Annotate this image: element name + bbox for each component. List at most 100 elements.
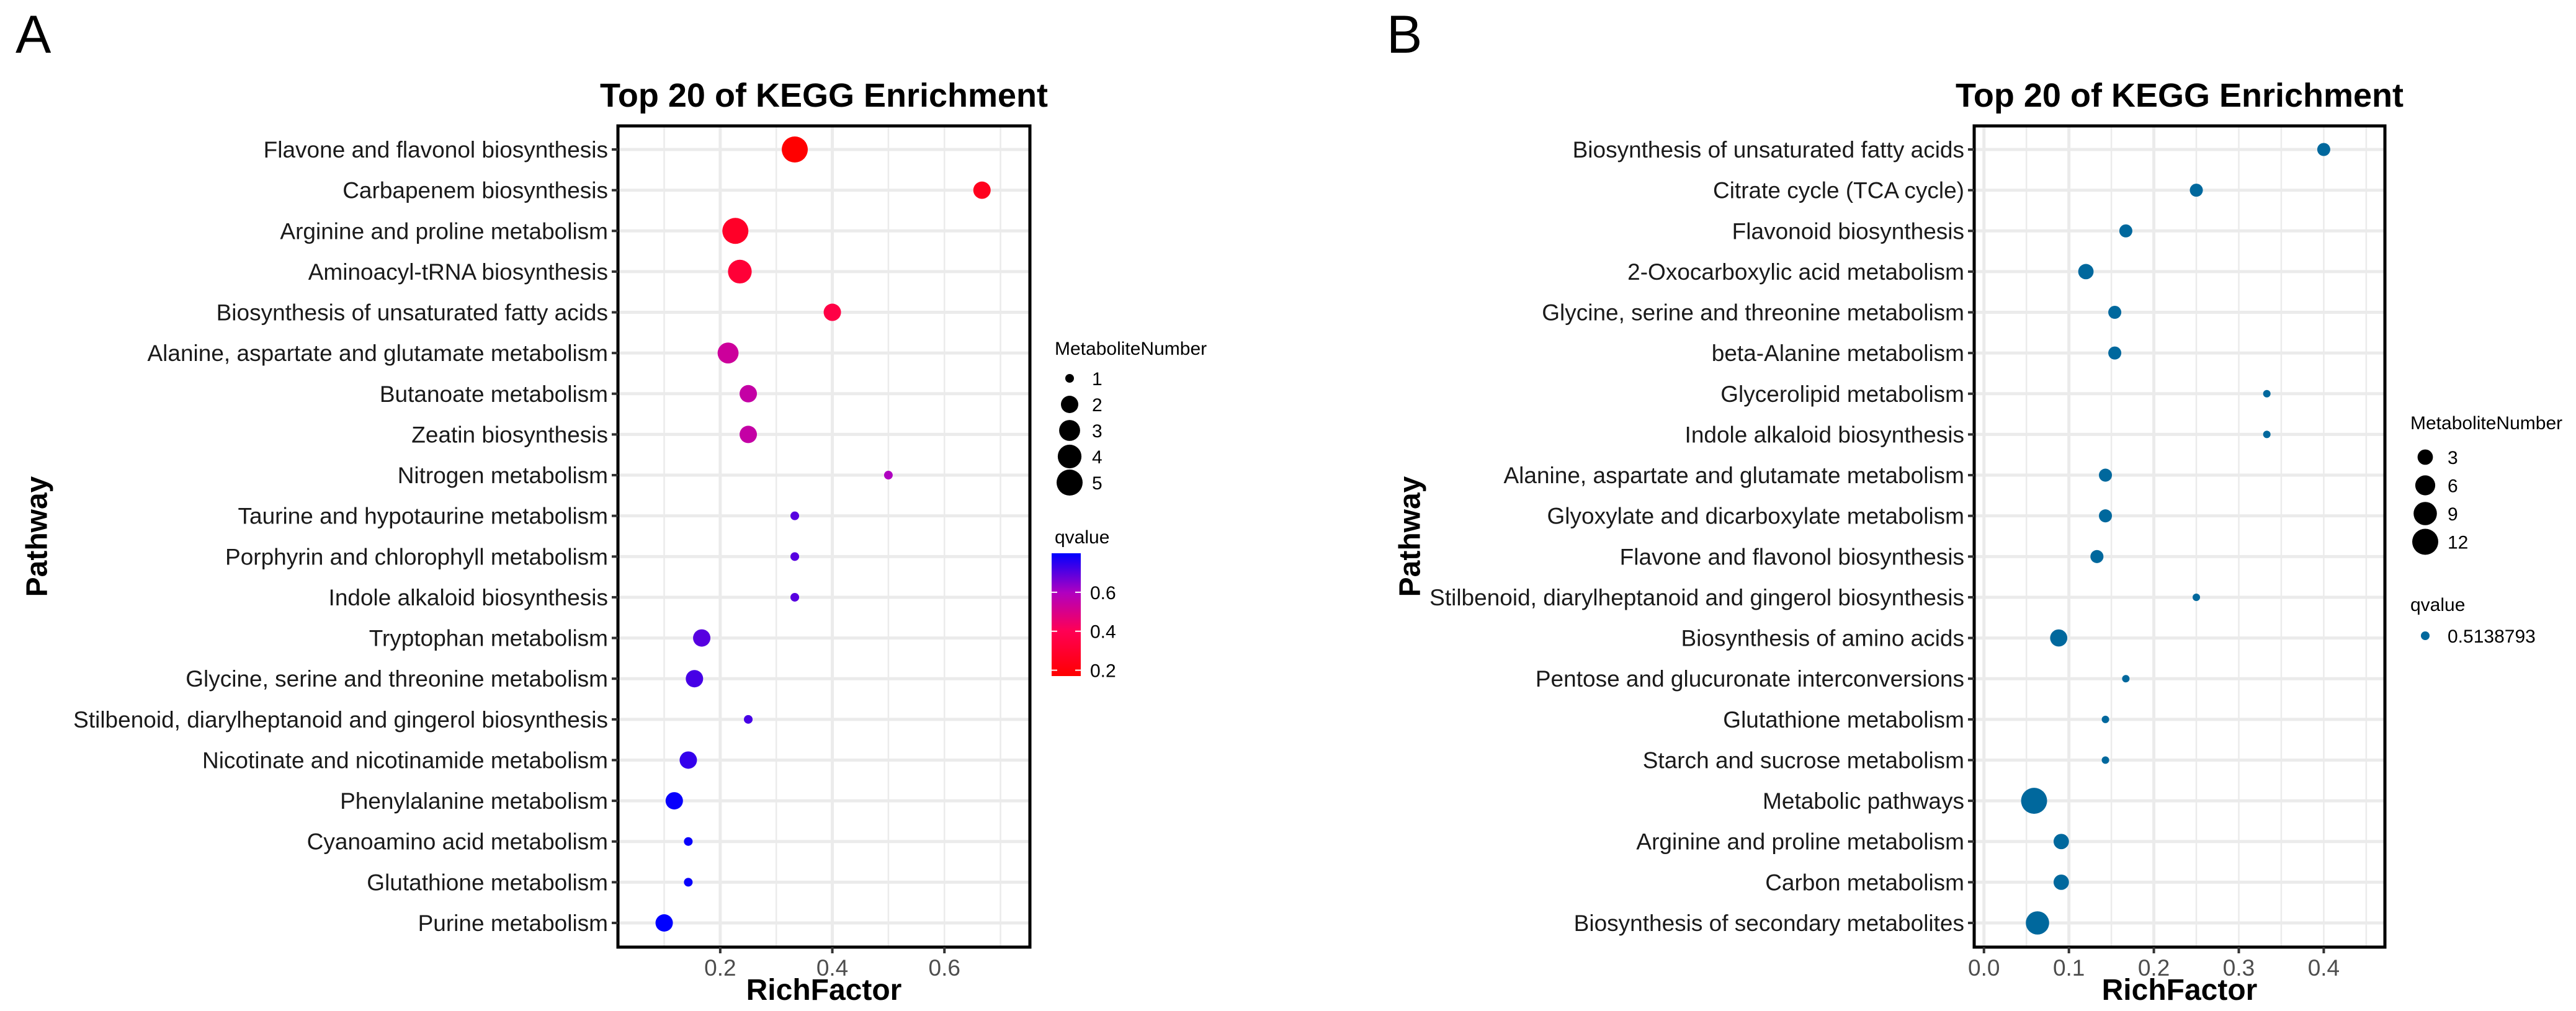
- data-point: [823, 303, 841, 321]
- data-point: [2099, 509, 2113, 523]
- y-tick-label-pathway: Biosynthesis of unsaturated fatty acids: [1573, 137, 1964, 163]
- legend-size-label: 6: [2448, 476, 2458, 497]
- data-point: [2099, 468, 2113, 482]
- y-tick-label-pathway: Metabolic pathways: [1763, 788, 1964, 814]
- legend-size-swatch: [1057, 470, 1083, 496]
- y-tick-label-pathway: Arginine and proline metabolism: [1636, 829, 1964, 855]
- data-point: [693, 629, 711, 647]
- plot-border: [616, 124, 1032, 949]
- data-point: [790, 511, 800, 520]
- y-tick-label-pathway: Stilbenoid, diarylheptanoid and gingerol…: [73, 707, 608, 733]
- data-point: [2050, 629, 2068, 647]
- data-point: [2026, 911, 2049, 935]
- y-axis-title: Pathway: [21, 476, 54, 597]
- y-tick-label-pathway: Indole alkaloid biosynthesis: [329, 585, 608, 610]
- data-point: [722, 218, 749, 244]
- data-point: [655, 914, 673, 932]
- legend-size-label: 3: [2448, 448, 2458, 468]
- data-point: [2053, 834, 2069, 850]
- y-tick-label-pathway: Nicotinate and nicotinamide metabolism: [202, 747, 608, 773]
- legend-size-swatch: [1065, 374, 1074, 383]
- data-point: [2090, 550, 2104, 563]
- data-point: [2193, 593, 2201, 601]
- panel-label: B: [1387, 5, 1422, 65]
- legend-size-label: 2: [1092, 395, 1102, 416]
- data-point: [686, 670, 704, 688]
- chart-panel-b: B Top 20 of KEGG Enrichment 0.0 0.1 0.2 0.3 0.…: [1387, 5, 2562, 1007]
- x-tick-label: 0.4: [2308, 955, 2340, 981]
- y-tick-label-pathway: Porphyrin and chlorophyll metabolism: [225, 544, 608, 569]
- panel-label: A: [16, 5, 51, 65]
- legend-size-swatch: [2413, 502, 2437, 525]
- legend-size-label: 3: [1092, 421, 1102, 442]
- y-tick-label-pathway: Flavonoid biosynthesis: [1732, 218, 1964, 244]
- y-tick-label-pathway: Glycine, serine and threonine metabolism: [1542, 300, 1964, 326]
- data-point: [782, 136, 808, 163]
- data-point: [665, 792, 683, 810]
- data-point: [2101, 756, 2109, 764]
- y-tick-label-pathway: Carbapenem biosynthesis: [342, 178, 608, 203]
- data-point: [2078, 264, 2094, 280]
- data-point: [2108, 346, 2122, 360]
- chart-panel-a: A Top 20 of KEGG Enrichment 0.2 0.4 0.6 RichF…: [16, 5, 1207, 1007]
- y-tick-label-pathway: Indole alkaloid biosynthesis: [1685, 422, 1964, 447]
- data-point: [2053, 874, 2069, 890]
- x-axis-title: RichFactor: [2102, 974, 2258, 1007]
- data-point: [2122, 675, 2130, 683]
- y-tick-label-pathway: Tryptophan metabolism: [369, 626, 608, 651]
- y-tick-label-pathway: Alanine, aspartate and glutamate metabol…: [148, 341, 609, 366]
- plot-border: [1972, 124, 2387, 949]
- data-point: [2263, 430, 2271, 439]
- y-tick-label-pathway: Glycine, serine and threonine metabolism: [186, 666, 608, 692]
- data-point: [2101, 715, 2109, 723]
- y-tick-label-pathway: Arginine and proline metabolism: [280, 218, 608, 244]
- x-tick-label: 0.1: [2053, 955, 2085, 981]
- data-point: [740, 425, 758, 443]
- legend-color-label: 0.2: [1090, 661, 1116, 682]
- y-axis-title: Pathway: [1394, 476, 1427, 597]
- y-tick-label-pathway: Glutathione metabolism: [367, 870, 608, 895]
- legend-size-swatch: [1057, 444, 1082, 469]
- data-point: [2317, 143, 2330, 156]
- legend-size-swatch: [2412, 528, 2438, 555]
- x-tick-label: 0.2: [704, 955, 736, 981]
- x-tick-label: 0.2: [2138, 955, 2170, 981]
- y-tick-label-pathway: Glutathione metabolism: [1723, 707, 1964, 733]
- legend-size-swatch: [2417, 449, 2433, 465]
- y-tick-label-pathway: Cyanoamino acid metabolism: [307, 829, 608, 855]
- data-point: [790, 592, 800, 602]
- legend-size-label: 1: [1092, 369, 1102, 390]
- y-tick-label-pathway: Starch and sucrose metabolism: [1643, 747, 1964, 773]
- y-tick-label-pathway: Aminoacyl-tRNA biosynthesis: [308, 259, 608, 285]
- chart-title: Top 20 of KEGG Enrichment: [1956, 77, 2404, 114]
- data-point: [728, 259, 752, 284]
- y-tick-label-pathway: Zeatin biosynthesis: [411, 422, 608, 447]
- x-axis-title: RichFactor: [746, 974, 902, 1007]
- data-point: [790, 552, 800, 561]
- data-point: [684, 837, 693, 846]
- legend-color-swatch: [2421, 631, 2430, 640]
- legend-color-label: 0.4: [1090, 622, 1116, 643]
- y-tick-label-pathway: Flavone and flavonol biosynthesis: [1620, 544, 1964, 569]
- plot-background: [618, 126, 1030, 947]
- data-point: [717, 342, 739, 364]
- y-tick-label-pathway: Alanine, aspartate and glutamate metabol…: [1504, 463, 1965, 488]
- y-tick-label-pathway: 2-Oxocarboxylic acid metabolism: [1627, 259, 1964, 285]
- y-tick-label-pathway: Butanoate metabolism: [380, 381, 608, 407]
- y-tick-label-pathway: Taurine and hypotaurine metabolism: [238, 504, 608, 529]
- legend-size-title: MetaboliteNumber: [1055, 339, 1207, 359]
- data-point: [2263, 390, 2271, 398]
- legend-color-label: 0.6: [1090, 583, 1116, 603]
- data-point: [679, 751, 697, 769]
- data-point: [744, 715, 753, 724]
- data-point: [2021, 788, 2047, 814]
- data-point: [2189, 184, 2203, 197]
- x-tick-label: 0.0: [1968, 955, 2000, 981]
- y-tick-label-pathway: Citrate cycle (TCA cycle): [1713, 178, 1964, 203]
- y-tick-label-pathway: Biosynthesis of secondary metabolites: [1574, 911, 1964, 936]
- y-tick-label-pathway: Nitrogen metabolism: [398, 463, 608, 488]
- data-point: [2108, 306, 2122, 319]
- y-tick-label-pathway: Glyoxylate and dicarboxylate metabolism: [1547, 504, 1965, 529]
- y-tick-label-pathway: Biosynthesis of unsaturated fatty acids: [217, 300, 608, 326]
